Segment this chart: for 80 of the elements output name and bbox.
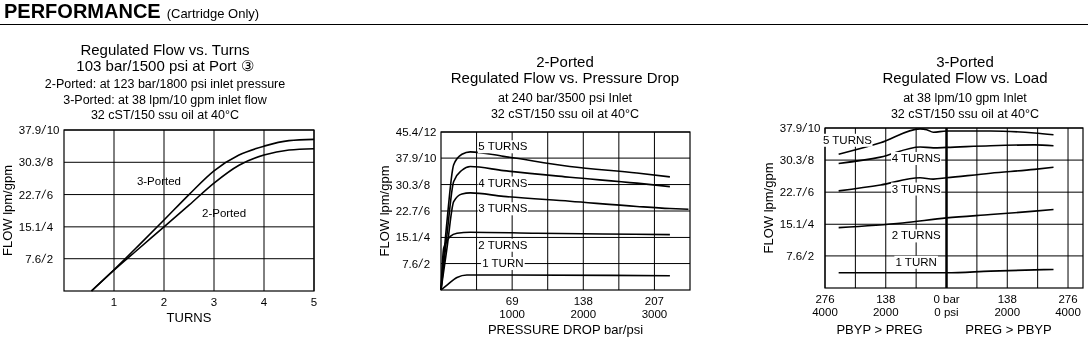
text: PERFORMANCE [4,0,161,22]
y-tick-label: 22.7 [395,205,419,217]
x2-tick-label: 4000 [812,306,838,318]
series-label: 5 TURNS [478,140,528,153]
series-label: 1 TURN [482,257,524,270]
y-tick-label: 22.7 [779,186,803,199]
x-tick-label: 3 [210,296,218,308]
y2-tick-label: 2 [423,257,431,270]
series-label: 4 TURNS [478,176,528,189]
series-label: 3-Ported [136,174,181,187]
x-tick-label: 0 bar [933,293,960,305]
chart-subtitle: 2-Ported: at 123 bar/1800 psi inlet pressure 3-Ported: at 38 lpm/10 gpm inlet flow 32 cST/150 ssu oil at 40°C [44,77,286,122]
chart-subtitle: at 240 bar/3500 psi Inlet 32 cST/150 ssu oil at 40°C [490,91,640,121]
x-tick-label: 4 [260,296,268,308]
chart-title: 3-Ported Regulated Flow vs. Load [882,53,1048,86]
x2-tick-label: 4000 [1055,306,1081,318]
x-tick-label: 276 [1058,293,1078,305]
x-tick-label: 276 [815,293,835,305]
y2-tick-label: 10 [423,152,437,165]
x-tick-label: 207 [644,295,665,307]
y-tick-label: 7.6 [402,257,419,270]
text: (Cartridge Only) [166,6,260,21]
y-tick-label: 45.4 [395,126,419,138]
y-tick-label: 22.7 [18,188,42,201]
x2-tick-label: 0 psi [934,306,959,318]
y2-tick-label: 6 [46,188,54,201]
series-label: 2 TURNS [891,229,941,242]
series-label: 2 TURNS [478,238,528,251]
y-tick-label: 7.6 [25,252,42,265]
x-tick-label: 138 [876,293,896,305]
x2-tick-label: 1000 [499,308,525,320]
y2-tick-label: 2 [807,249,815,262]
y-axis-title: FLOW lpm/gpm [377,165,392,257]
x-tick-label: 5 [310,296,318,308]
y2-tick-label: 10 [46,124,60,136]
series-label: 1 TURN [895,255,937,268]
y2-tick-label: 6 [423,205,431,217]
y-tick-label: 37.9 [18,124,42,136]
x-tick-label: 69 [505,295,519,307]
series-label: 5 TURNS [822,133,873,146]
chart-title: Regulated Flow vs. Turns 103 bar/1500 psi at Port ③ [76,41,254,74]
x2-tick-label: 2000 [994,306,1021,318]
y2-tick-label: 4 [46,220,54,233]
x-tick-label: 1 [110,296,118,308]
series-label: 3 TURNS [891,182,941,195]
y2-tick-label: 8 [807,154,815,167]
y-tick-label: 30.3 [395,178,419,191]
x2-tick-label: 2000 [570,308,597,320]
x-axis-title: TURNS [166,310,212,325]
y-tick-label: 30.3 [18,156,42,169]
series-label: 3 TURNS [478,202,528,215]
y-axis-title: FLOW lpm/gpm [761,162,776,254]
y2-tick-label: 4 [807,218,815,231]
y-axis-title: FLOW lpm/gpm [0,164,15,257]
x2-tick-label: 2000 [872,306,899,318]
y-tick-label: 30.3 [779,154,803,167]
text: PBYP > PREG [836,322,923,337]
y-tick-label: 7.6 [786,249,803,262]
text: PREG > PBYP [965,322,1052,337]
chart-subtitle: at 38 lpm/10 gpm Inlet 32 cST/150 ssu oil at 40°C [890,91,1040,121]
y-tick-label: 15.1 [395,231,419,244]
x2-tick-label: 3000 [641,308,668,320]
y2-tick-label: 4 [423,231,431,244]
y2-tick-label: 12 [423,126,437,138]
x-tick-label: 2 [160,296,168,308]
series-label: 4 TURNS [891,152,941,165]
series-label: 2-Ported [202,207,247,220]
y-tick-label: 37.9 [395,152,419,165]
x-tick-label: 138 [573,295,593,307]
y2-tick-label: 10 [807,122,821,134]
x-tick-label: 138 [997,293,1017,305]
chart-title: 2-Ported Regulated Flow vs. Pressure Drop [450,53,680,86]
y2-tick-label: 8 [423,178,431,191]
y2-tick-label: 6 [807,186,815,199]
x-axis-title: PRESSURE DROP bar/psi [487,322,644,337]
y-tick-label: 37.9 [779,122,803,134]
y-tick-label: 15.1 [779,218,803,231]
y2-tick-label: 8 [46,156,54,169]
y-tick-label: 15.1 [18,220,42,233]
y2-tick-label: 2 [46,252,54,265]
